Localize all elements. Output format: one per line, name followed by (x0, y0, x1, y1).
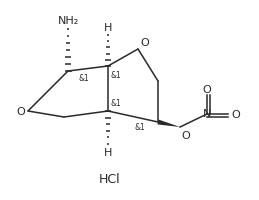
Text: &1: &1 (110, 71, 121, 80)
Text: O: O (140, 38, 149, 48)
Text: &1: &1 (110, 99, 121, 107)
Text: O: O (16, 106, 25, 116)
Text: N: N (203, 108, 211, 118)
Text: &1: &1 (134, 123, 145, 132)
Text: &1: &1 (78, 74, 89, 83)
Text: HCl: HCl (99, 173, 121, 186)
Text: H: H (104, 147, 112, 157)
Polygon shape (157, 120, 180, 127)
Text: H: H (104, 23, 112, 33)
Text: O: O (203, 85, 211, 95)
Text: O: O (231, 109, 240, 119)
Text: NH₂: NH₂ (57, 16, 79, 26)
Text: O: O (181, 130, 190, 140)
